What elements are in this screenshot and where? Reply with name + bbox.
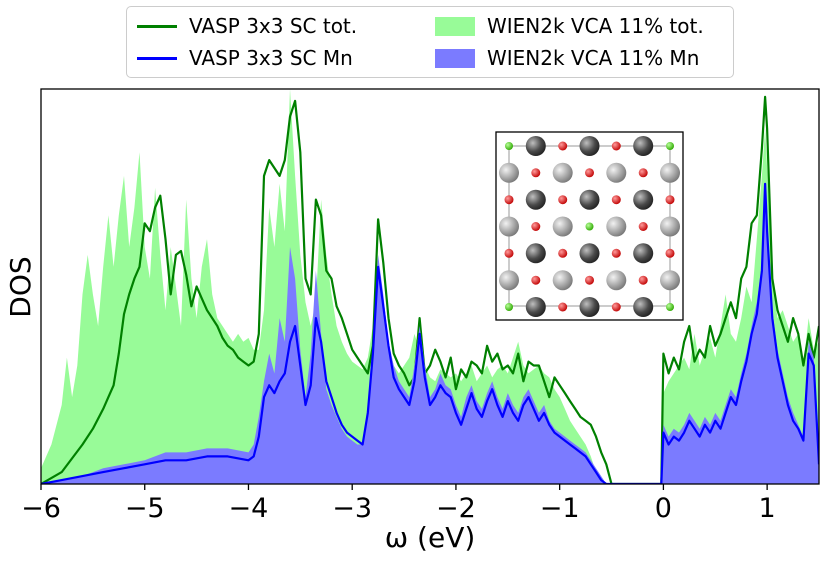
atom-green bbox=[666, 303, 674, 311]
atom-red bbox=[558, 141, 568, 151]
atom-large bbox=[579, 136, 600, 156]
atom-red bbox=[504, 195, 514, 205]
crystal-inset bbox=[495, 131, 684, 321]
atom-large bbox=[633, 243, 654, 264]
atom-red bbox=[665, 195, 675, 205]
legend-item-wien-tot: WIEN2k VCA 11% tot. bbox=[435, 11, 704, 41]
atom-large bbox=[660, 162, 680, 183]
atom-red bbox=[638, 168, 648, 178]
legend-label-vasp-mn: VASP 3x3 SC Mn bbox=[189, 46, 353, 70]
atom-green bbox=[505, 303, 513, 311]
legend-swatch-vasp-mn bbox=[137, 56, 177, 60]
legend-swatch-vasp-tot bbox=[137, 24, 177, 28]
atom-large bbox=[633, 297, 654, 317]
legend-label-vasp-tot: VASP 3x3 SC tot. bbox=[189, 14, 358, 38]
atom-large bbox=[606, 162, 627, 183]
atom-red bbox=[638, 222, 648, 231]
atom-red bbox=[531, 168, 541, 178]
legend-label-wien-tot: WIEN2k VCA 11% tot. bbox=[487, 14, 704, 38]
x-tick-label: −4 bbox=[229, 493, 269, 524]
atom-red bbox=[531, 275, 541, 285]
atom-red bbox=[585, 275, 594, 285]
x-tick-label: −5 bbox=[125, 493, 165, 524]
atom-large bbox=[606, 270, 627, 291]
atom-large bbox=[525, 189, 546, 210]
atom-red bbox=[638, 275, 648, 285]
legend-label-wien-mn: WIEN2k VCA 11% Mn bbox=[487, 46, 700, 70]
atom-large bbox=[606, 216, 627, 237]
atom-large bbox=[579, 243, 600, 264]
atom-large bbox=[525, 297, 546, 317]
atom-large bbox=[525, 243, 546, 264]
atom-large bbox=[552, 216, 573, 237]
series-area-wien2k-vca-11-mn bbox=[41, 191, 819, 484]
x-tick-label: 0 bbox=[655, 493, 672, 524]
atom-large bbox=[660, 270, 680, 291]
legend-item-vasp-tot: VASP 3x3 SC tot. bbox=[137, 11, 357, 41]
x-tick-label: 1 bbox=[759, 493, 776, 524]
x-tick-label: −2 bbox=[436, 493, 476, 524]
x-tick-label: −3 bbox=[332, 493, 372, 524]
atom-green bbox=[585, 222, 594, 231]
atom-green bbox=[666, 142, 674, 150]
x-axis-title: ω (eV) bbox=[385, 521, 476, 554]
legend-item-wien-mn: WIEN2k VCA 11% Mn bbox=[435, 43, 699, 73]
atom-large bbox=[579, 189, 600, 210]
y-axis-title: DOS bbox=[4, 256, 37, 317]
legend: VASP 3x3 SC tot. WIEN2k VCA 11% tot. VAS… bbox=[126, 6, 734, 78]
x-tick-label: −6 bbox=[21, 493, 61, 524]
atom-red bbox=[558, 248, 568, 258]
atom-large bbox=[579, 297, 600, 317]
atom-red bbox=[558, 302, 568, 312]
atom-red bbox=[665, 248, 675, 258]
atom-red bbox=[611, 195, 621, 205]
legend-item-vasp-mn: VASP 3x3 SC Mn bbox=[137, 43, 353, 73]
atom-red bbox=[531, 222, 541, 231]
atom-large bbox=[499, 270, 519, 291]
series-area-wien2k-vca-11-tot bbox=[41, 89, 819, 484]
atom-red bbox=[585, 168, 594, 178]
axes-frame bbox=[40, 88, 820, 485]
atom-large bbox=[633, 136, 654, 156]
atom-large bbox=[660, 216, 680, 237]
atom-red bbox=[611, 248, 621, 258]
atom-green bbox=[505, 142, 513, 150]
atom-large bbox=[552, 162, 573, 183]
series-line-vasp-3x3-sc-mn bbox=[41, 182, 819, 484]
atom-large bbox=[525, 136, 546, 156]
x-axis-ticks: −6 −5 −4 −3 −2 −1 0 1 bbox=[21, 484, 776, 524]
plot-area bbox=[41, 89, 819, 484]
series-line-vasp-3x3-sc-tot bbox=[41, 95, 819, 484]
atom-large bbox=[552, 270, 573, 291]
atom-red bbox=[611, 141, 621, 151]
legend-swatch-wien-tot bbox=[435, 16, 475, 36]
legend-swatch-wien-mn bbox=[435, 48, 475, 68]
x-tick-label: −1 bbox=[540, 493, 580, 524]
atom-red bbox=[504, 248, 514, 258]
atom-red bbox=[558, 195, 568, 205]
atom-large bbox=[633, 189, 654, 210]
atom-large bbox=[499, 216, 519, 237]
atom-large bbox=[499, 162, 519, 183]
atom-red bbox=[611, 302, 621, 312]
